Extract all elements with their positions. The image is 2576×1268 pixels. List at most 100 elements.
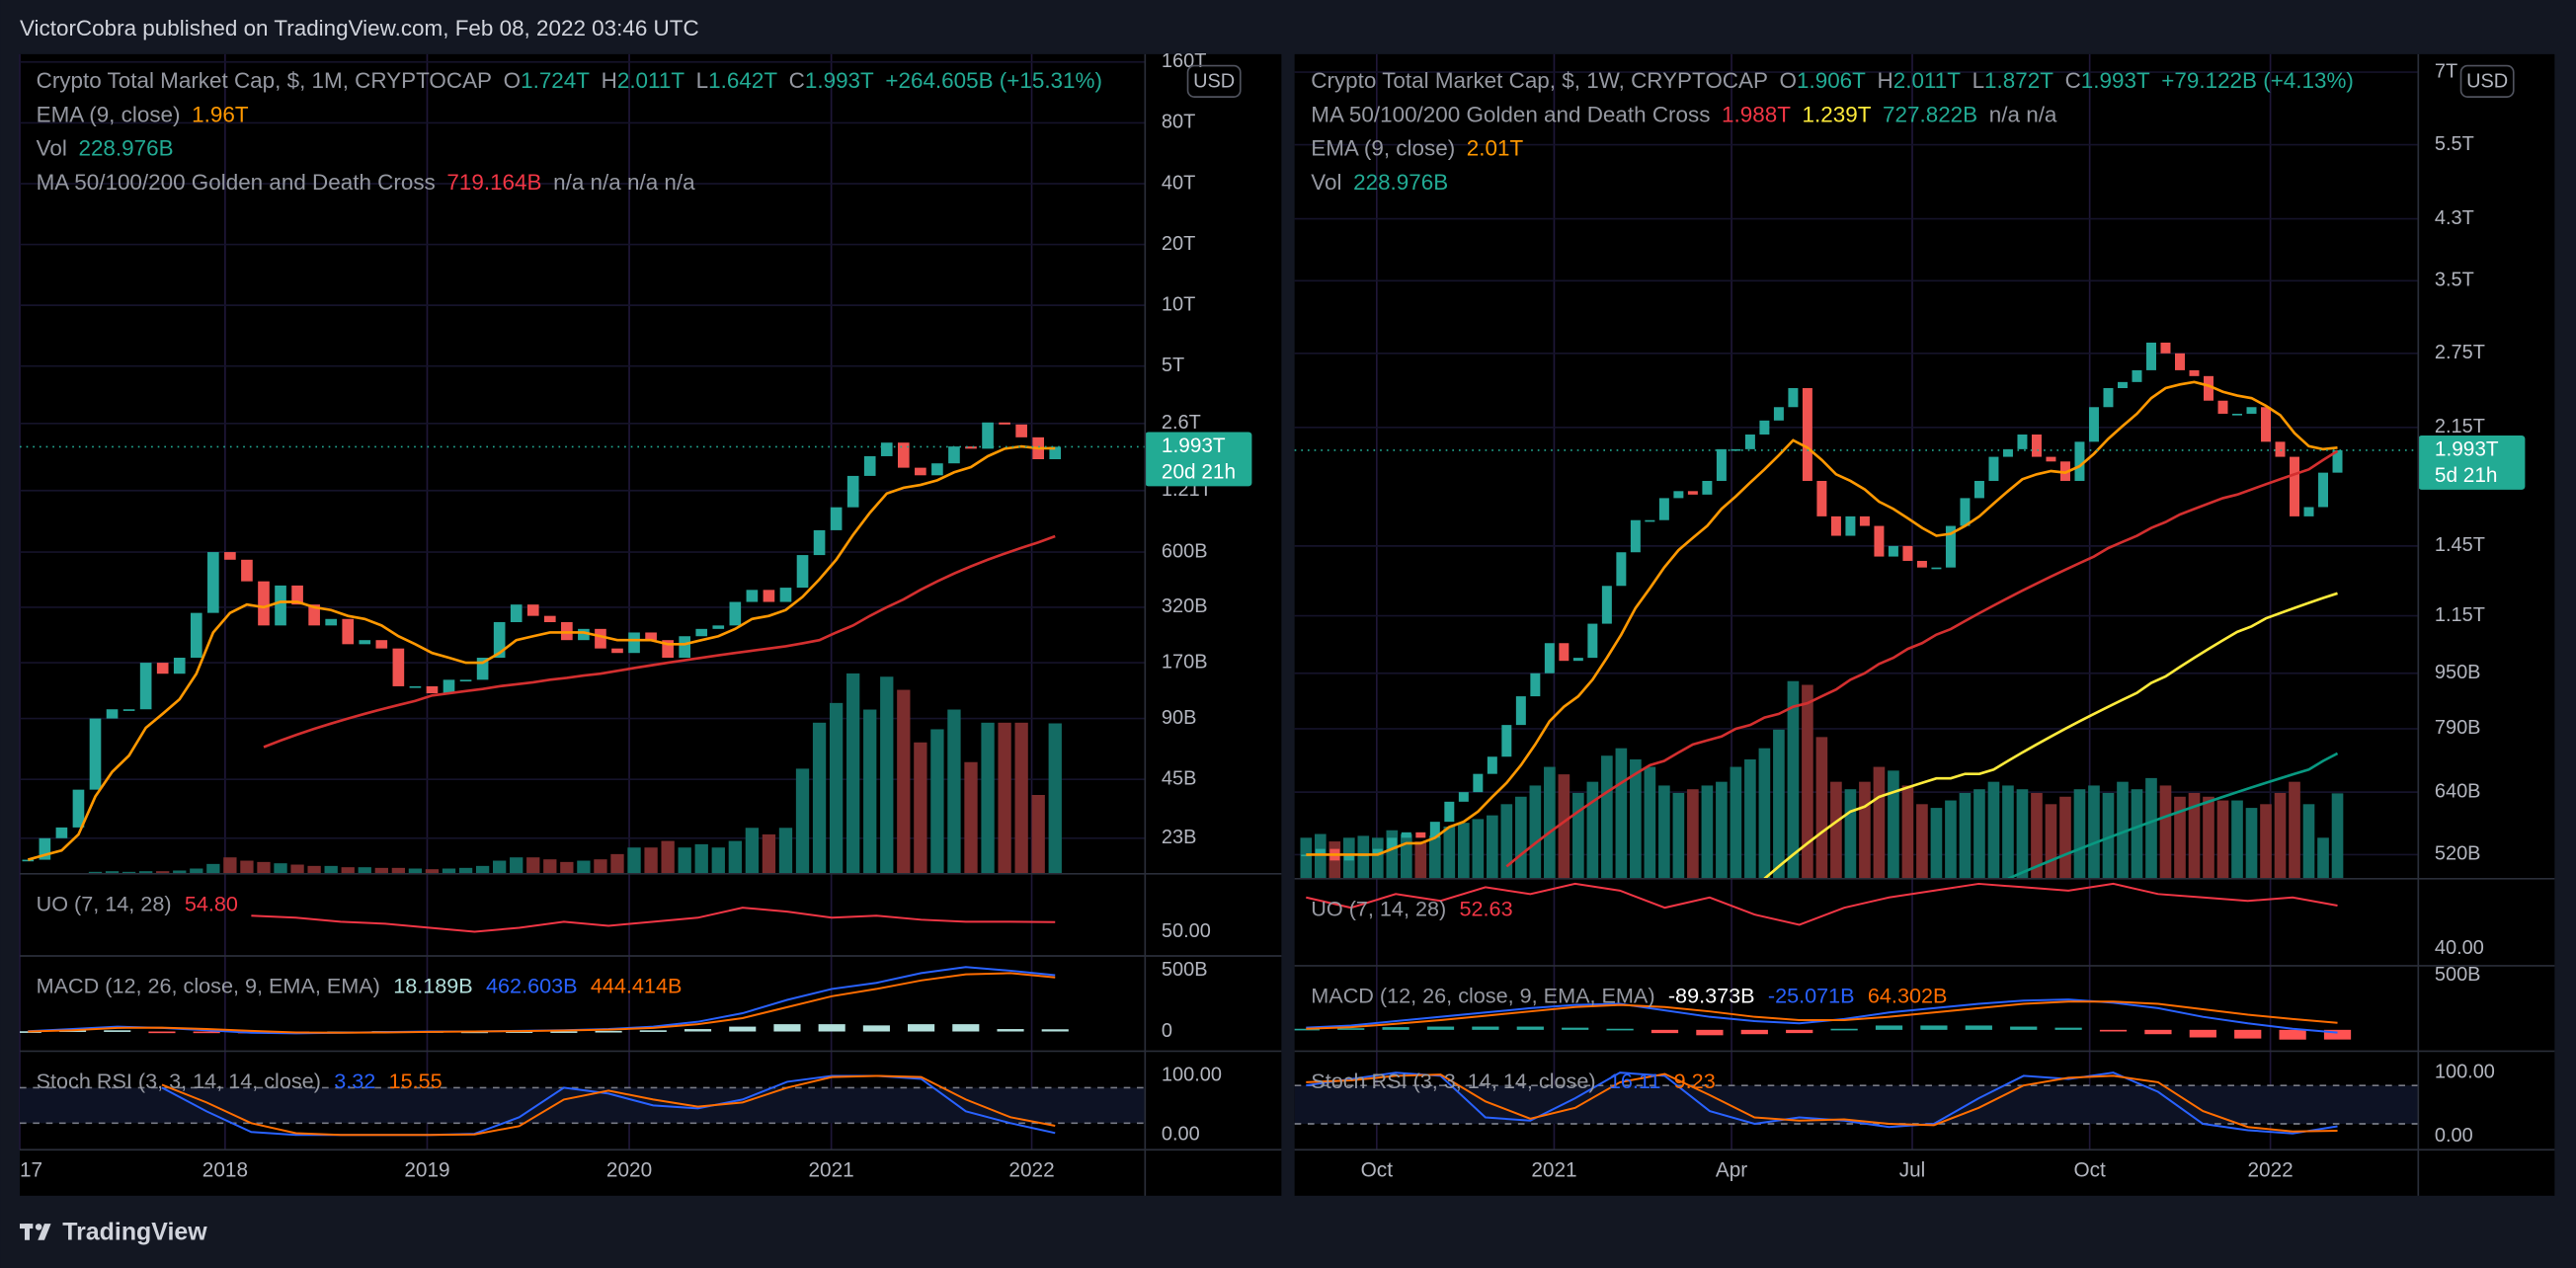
- candle: [2160, 342, 2171, 354]
- volume-bar: [374, 867, 388, 874]
- volume-bar: [1357, 835, 1370, 879]
- volume-bar: [610, 853, 624, 874]
- band-fill: [1294, 1085, 2419, 1125]
- volume-bar: [1443, 826, 1456, 879]
- price-tag-countdown: 20d 21h: [1162, 461, 1236, 484]
- volume-bar: [1945, 800, 1957, 879]
- candle: [1544, 643, 1555, 674]
- volume-bar: [1472, 819, 1485, 879]
- volume-bar: [1873, 766, 1886, 879]
- x-tick-label: 2022: [2247, 1158, 2293, 1181]
- legend-row: Crypto Total Market Cap, $, 1M, CRYPTOCA…: [37, 68, 1102, 93]
- candle: [999, 422, 1010, 425]
- y-tick-label: 2.15T: [2435, 416, 2485, 437]
- candle: [779, 588, 792, 602]
- candle: [1601, 586, 1612, 624]
- volume-bar: [274, 863, 287, 874]
- indicator-readout: 444.414B: [591, 973, 683, 997]
- volume-bar: [510, 857, 523, 874]
- legend-part: L: [1972, 68, 1984, 93]
- volume-bar: [829, 702, 844, 874]
- volume-bar: [947, 709, 961, 874]
- indicator-pane: [20, 1074, 1146, 1137]
- volume-bar: [1429, 835, 1441, 879]
- candle: [2088, 407, 2099, 442]
- candle: [2275, 441, 2286, 457]
- legend-part: C: [789, 68, 805, 93]
- candle: [645, 632, 657, 641]
- histogram-bar: [729, 1026, 757, 1032]
- candle: [1716, 448, 1727, 481]
- histogram-bar: [1875, 1025, 1903, 1030]
- histogram-bar: [104, 1030, 131, 1032]
- histogram-bar: [2099, 1029, 2128, 1032]
- volume-bar: [121, 871, 136, 874]
- volume-bar: [2317, 837, 2329, 879]
- volume-bar: [897, 689, 911, 874]
- candle: [1845, 515, 1856, 536]
- histogram-bar: [1650, 1029, 1679, 1034]
- candle: [510, 604, 523, 623]
- ma-line: [263, 534, 1056, 749]
- indicator-readout: 462.603B: [486, 973, 578, 997]
- candle: [1429, 822, 1440, 838]
- histogram-bar: [595, 1030, 622, 1033]
- legend-part: 1.642T: [708, 68, 777, 93]
- y-tick-label: 23B: [1162, 827, 1196, 848]
- legend-part: 1.872T: [1984, 68, 2053, 93]
- y-tick-label: 160T: [1162, 50, 1206, 72]
- volume-bar: [2059, 796, 2071, 879]
- histogram-bar: [1786, 1029, 1813, 1034]
- x-tick-label: Oct: [2073, 1158, 2106, 1181]
- candle: [22, 859, 35, 862]
- candle: [2046, 456, 2056, 462]
- indicator-tick-label: 0: [1162, 1020, 1172, 1042]
- indicator-readout: 64.302B: [1868, 983, 1948, 1007]
- volume-bar: [1644, 766, 1656, 879]
- legend-row: EMA (9, close) 1.96T: [37, 102, 249, 126]
- volume-bar: [526, 857, 540, 874]
- candle: [207, 552, 219, 613]
- volume-bar: [795, 768, 810, 874]
- candle: [2175, 353, 2185, 370]
- histogram-bar: [684, 1029, 712, 1032]
- volume-bar: [290, 864, 304, 874]
- histogram-bar: [1472, 1026, 1499, 1030]
- volume-bar: [1830, 781, 1842, 879]
- histogram-bar: [193, 1031, 220, 1034]
- histogram-bar: [2054, 1027, 2082, 1030]
- candle: [476, 658, 489, 680]
- indicator-label: UO (7, 14, 28): [37, 891, 172, 915]
- candle: [1687, 491, 1698, 495]
- candle: [2204, 375, 2214, 401]
- volume-bar: [1687, 789, 1699, 879]
- histogram-bar: [1830, 1028, 1858, 1031]
- histogram-bar: [2234, 1029, 2262, 1039]
- volume-bar: [1716, 781, 1728, 879]
- volume-bar: [88, 871, 103, 874]
- brand-logo: [20, 1224, 51, 1240]
- volume-bar: [627, 847, 641, 874]
- y-tick-label: 1.45T: [2435, 534, 2485, 556]
- candle: [275, 585, 286, 626]
- candle: [1645, 519, 1655, 522]
- volume-bar: [2088, 785, 2100, 879]
- indicator-label: UO (7, 14, 28): [1311, 896, 1446, 920]
- volume-bar: [358, 867, 371, 874]
- volume-bar: [425, 869, 440, 874]
- volume-bar: [2159, 785, 2172, 879]
- candle: [897, 442, 910, 468]
- indicator-line: [161, 1074, 1056, 1137]
- volume-bar: [543, 859, 557, 874]
- candle: [2002, 448, 2013, 457]
- candle: [2332, 449, 2343, 473]
- volume-bar: [1901, 785, 1914, 879]
- volume-bar: [1916, 804, 1928, 879]
- candle: [628, 632, 640, 654]
- legend-part: 2.011T: [1893, 68, 1961, 93]
- legend-part: 1.993T: [805, 68, 874, 93]
- candle: [1788, 388, 1799, 408]
- indicator-legend: Stoch RSI (3, 3, 14, 14, close) 3.32 15.55: [37, 1069, 443, 1093]
- indicator-readout: 18.189B: [393, 973, 473, 997]
- legend-part: MA 50/100/200 Golden and Death Cross: [1311, 102, 1710, 126]
